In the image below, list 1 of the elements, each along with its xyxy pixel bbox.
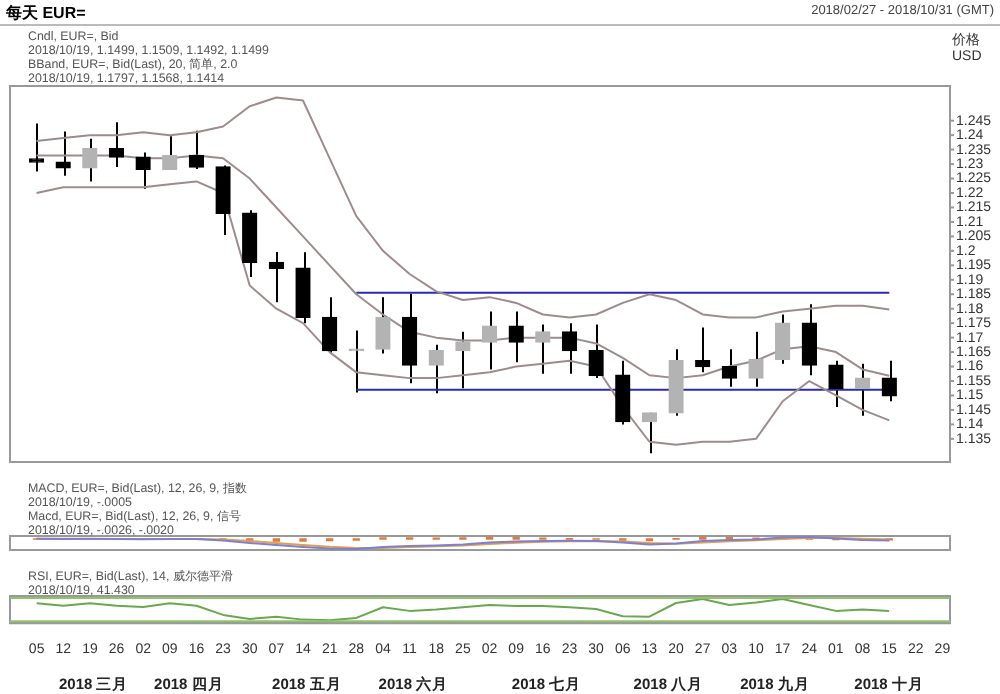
chart-title: 每天 EUR= bbox=[6, 2, 86, 24]
